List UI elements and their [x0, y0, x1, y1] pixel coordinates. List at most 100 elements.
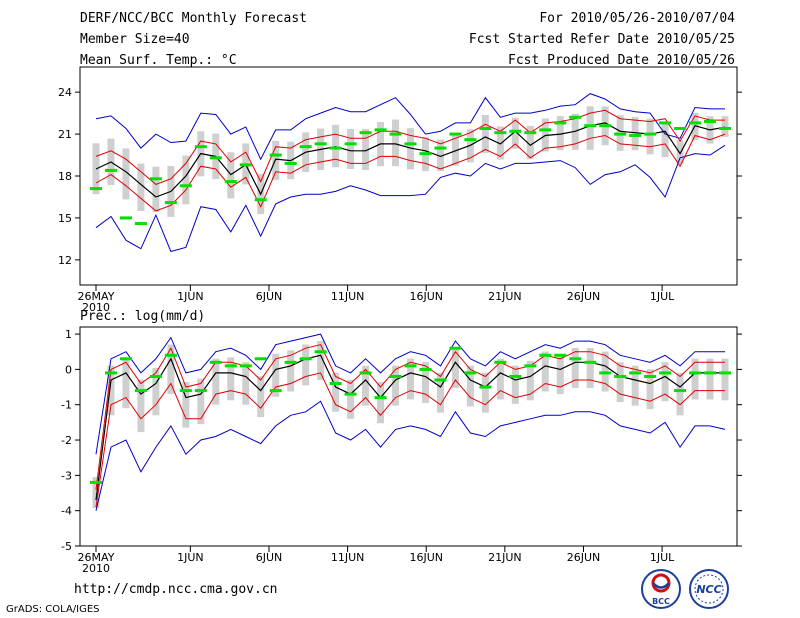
temperature-spread-bar — [392, 119, 400, 167]
precipitation-xtick-label: 21JUN — [488, 551, 522, 564]
precipitation-frame — [79, 326, 738, 547]
precipitation-ytick-label: -3 — [61, 469, 72, 482]
precipitation-spread-bar — [571, 348, 579, 388]
precipitation-member-mark — [209, 360, 222, 364]
precipitation-member-mark — [689, 371, 702, 375]
temperature-frame — [79, 66, 738, 286]
temperature-member-mark — [389, 132, 402, 136]
temperature-xtick-label: 26MAY — [78, 290, 115, 303]
temperature-member-mark — [464, 138, 477, 142]
precipitation-spread-bar — [541, 351, 549, 392]
precipitation-member-mark — [554, 353, 567, 357]
precipitation-spread-bar — [182, 382, 190, 428]
temperature-member-mark — [569, 115, 582, 119]
precipitation-member-mark — [614, 374, 627, 378]
precipitation-spread-bar — [347, 379, 355, 419]
precipitation-ytick-label: 1 — [65, 328, 72, 341]
temperature-member-mark — [479, 126, 492, 130]
temperature-xtick-label: 1JUN — [177, 290, 204, 303]
temperature-member-mark — [119, 216, 132, 220]
website-url[interactable]: http://cmdp.ncc.cma.gov.cn — [74, 582, 278, 597]
precipitation-member-mark — [599, 371, 612, 375]
temperature-spread-bar — [347, 128, 355, 170]
temperature-spread-bar — [526, 125, 534, 160]
precipitation-member-mark — [629, 371, 642, 375]
chart-title: DERF/NCC/BCC Monthly Forecast — [80, 11, 307, 26]
header-left: DERF/NCC/BCC Monthly Forecast Member Siz… — [80, 11, 307, 74]
precipitation-spread-bar — [436, 372, 444, 413]
precipitation-spread-bar — [287, 350, 295, 392]
precipitation-spread-bar — [481, 372, 489, 413]
precipitation-spread-bar — [227, 357, 235, 401]
temperature-xtick-label: 1JUL — [650, 290, 675, 303]
temperature-member-mark — [494, 131, 507, 135]
temperature-lower-inner-line — [95, 133, 726, 212]
member-size: Member Size=40 — [80, 32, 190, 47]
temperature-spread-bar — [721, 116, 729, 137]
temperature-member-mark — [404, 142, 417, 146]
precipitation-member-mark — [479, 385, 492, 389]
precipitation-member-mark — [569, 357, 582, 361]
temperature-spread-bar — [496, 126, 504, 160]
temperature-member-mark — [359, 131, 372, 135]
precipitation-member-mark — [359, 371, 372, 375]
temperature-xtick-label: 21JUN — [488, 290, 522, 303]
temperature-member-mark — [149, 177, 162, 181]
precipitation-spread-bar — [137, 379, 145, 433]
precipitation-member-mark — [389, 374, 402, 378]
temperature-upper-outer-line — [95, 93, 725, 161]
temperature-ytick-label: 24 — [58, 86, 72, 99]
temperature-spread-bar — [362, 128, 370, 171]
precipitation-spread-bar — [302, 344, 310, 386]
precipitation-xtick-label: 11JUN — [331, 551, 365, 564]
precipitation-spread-bar — [107, 365, 115, 416]
temperature-spread-bar — [182, 155, 190, 205]
precipitation-member-mark — [224, 364, 237, 368]
precipitation-member-mark — [179, 389, 192, 393]
temperature-member-mark — [584, 124, 597, 128]
precipitation-ytick-label: -4 — [61, 505, 72, 518]
temperature-member-mark — [344, 142, 357, 146]
precipitation-year-label: 2010 — [82, 562, 110, 575]
temperature-member-mark — [164, 201, 177, 205]
precipitation-xtick-label: 1JUN — [177, 551, 204, 564]
temperature-member-mark — [284, 161, 297, 165]
precip-label: Prec.: log(mm/d) — [80, 309, 206, 324]
header-right: For 2010/05/26-2010/07/04 Fcst Started R… — [469, 11, 735, 74]
precipitation-upper-inner-line — [95, 344, 725, 490]
variable-label: Mean Surf. Temp.: °C — [80, 53, 237, 68]
temperature-member-mark — [224, 180, 237, 184]
temperature-ytick-label: 18 — [58, 170, 72, 183]
precipitation-spread-bar — [676, 372, 684, 416]
precipitation-spread-bar — [721, 358, 729, 401]
precipitation-spread-bar — [511, 365, 519, 404]
precipitation-member-mark — [239, 364, 252, 368]
precipitation-spread-bar — [631, 365, 639, 406]
precipitation-spread-bar — [92, 477, 100, 509]
temperature-member-mark — [599, 124, 612, 128]
precipitation-member-mark — [719, 371, 731, 375]
precipitation-member-mark — [524, 364, 537, 368]
temperature-mean-line — [95, 122, 726, 198]
precipitation-spread-bar — [526, 360, 534, 401]
temperature-member-mark — [90, 187, 102, 191]
temperature-spread-bar — [556, 116, 564, 151]
precipitation-member-mark — [299, 357, 312, 361]
precipitation-spread-bar — [257, 376, 265, 418]
precipitation-upper-outer-line — [95, 333, 725, 455]
precipitation-spread-bar — [122, 358, 130, 409]
precipitation-spread-bar — [586, 348, 594, 388]
precipitation-member-mark — [90, 480, 102, 484]
temperature-member-mark — [704, 120, 717, 123]
temperature-member-mark — [674, 126, 687, 130]
precipitation-spread-bar — [392, 365, 400, 406]
precipitation-spread-bar — [421, 362, 429, 403]
temperature-member-mark — [419, 152, 432, 156]
temperature-spread-bar — [436, 139, 444, 172]
temperature-member-mark — [434, 146, 447, 150]
temperature-member-mark — [629, 133, 642, 137]
temperature-member-mark — [254, 198, 267, 202]
temperature-member-mark — [659, 121, 672, 125]
temperature-spread-bar — [586, 106, 594, 150]
